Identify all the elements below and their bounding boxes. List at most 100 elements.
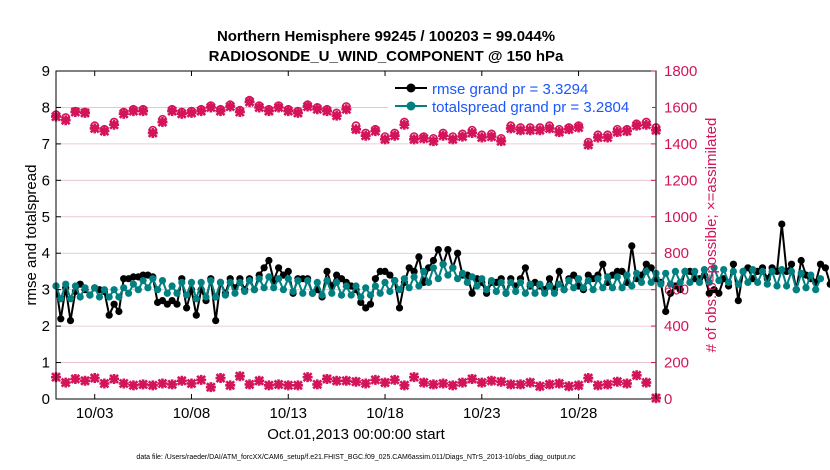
y-left-tick-label: 9 [42,63,50,80]
totalspread-point [749,266,757,274]
totalspread-point [681,267,689,275]
totalspread-point [76,293,84,301]
legend-rmse-marker [406,83,416,93]
obs-assimilated-point [263,106,274,117]
obs-assimilated-point [109,119,120,130]
obs-low-point [583,373,594,384]
totalspread-point [763,280,771,288]
x-tick-label: 10/28 [560,405,598,422]
totalspread-point [545,282,554,290]
obs-low-point [505,379,516,390]
obs-low-point [312,379,323,390]
totalspread-point [318,291,326,299]
obs-low-point [534,381,545,392]
rmse-point [468,289,476,297]
obs-low-point [631,370,642,381]
totalspread-point [575,275,583,283]
totalspread-point [284,275,292,283]
obs-assimilated-point [70,107,81,117]
totalspread-point [400,275,408,283]
totalspread-point [178,278,186,286]
totalspread-point [671,267,680,275]
obs-assimilated-point [631,120,642,131]
obs-assimilated-point [244,96,255,107]
obs-assimilated-point [292,107,303,118]
obs-assimilated-point [205,102,216,113]
rmse-point [434,246,442,254]
totalspread-point [768,267,776,275]
totalspread-point [158,277,167,285]
obs-low-point [360,378,371,389]
totalspread-point [333,278,341,286]
rmse-point [410,267,418,275]
y-left-tick-label: 1 [42,355,50,372]
rmse-point [260,264,268,272]
totalspread-point [347,291,355,299]
rmse-point [618,267,626,275]
rmse-point [821,264,830,272]
totalspread-point [492,287,500,296]
totalspread-point [381,278,389,286]
obs-low-point [544,379,555,390]
rmse-point [734,297,742,305]
rmse-point [729,260,738,268]
x-tick-label: 10/23 [463,405,501,422]
totalspread-point [125,289,133,297]
obs-low-point [331,375,342,386]
totalspread-point [294,277,302,285]
totalspread-point [154,286,162,294]
rmse-point [676,286,684,294]
y-left-tick-label: 8 [42,99,50,116]
y-axis-right-label: # of obs: o=possible; ×=assimilated [703,118,720,353]
obs-low-point [592,380,603,391]
obs-assimilated-point [496,136,507,147]
totalspread-point [265,273,273,281]
totalspread-point [541,289,549,297]
rmse-point [183,304,191,312]
totalspread-point [357,293,365,301]
obs-low-point [621,378,632,389]
obs-assimilated-point [273,102,284,113]
obs-low-point [563,381,574,392]
rmse-point [57,315,65,323]
totalspread-point [62,280,70,288]
totalspread-point [516,278,525,286]
obs-assimilated-point [612,127,623,138]
totalspread-point [250,286,258,294]
obs-assimilated-point [583,139,594,150]
obs-assimilated-point [447,134,458,145]
totalspread-point [245,277,254,285]
obs-low-point [186,378,197,389]
obs-low-point [573,380,584,391]
totalspread-point [163,289,171,297]
obs-assimilated-point [167,106,178,117]
totalspread-point [483,286,491,294]
rmse-point [666,289,675,297]
rmse-point [110,300,118,308]
totalspread-point [565,277,573,285]
y-left-tick-label: 3 [42,282,50,299]
totalspread-point [91,284,99,292]
totalspread-point [758,267,767,275]
obs-assimilated-point [360,130,371,141]
totalspread-point [637,278,646,286]
y-left-tick-label: 4 [42,245,50,262]
rmse-point [555,267,563,275]
obs-low-point [196,374,207,385]
obs-low-point [641,377,652,388]
totalspread-point [691,267,699,275]
obs-low-point [99,378,110,389]
obs-assimilated-point [428,136,439,147]
obs-low-point [438,378,449,389]
y-right-tick-label: 0 [664,391,672,408]
legend-rmse-label: rmse grand pr = 3.3294 [432,81,588,98]
totalspread-point [812,286,820,294]
obs-low-point [225,380,236,391]
x-tick-label: 10/13 [269,405,307,422]
totalspread-point [444,271,452,279]
obs-assimilated-point [215,106,226,117]
y-right-tick-label: 1000 [664,209,697,226]
obs-low-point [457,377,468,388]
totalspread-point [454,275,462,283]
rmse-point [628,242,636,250]
